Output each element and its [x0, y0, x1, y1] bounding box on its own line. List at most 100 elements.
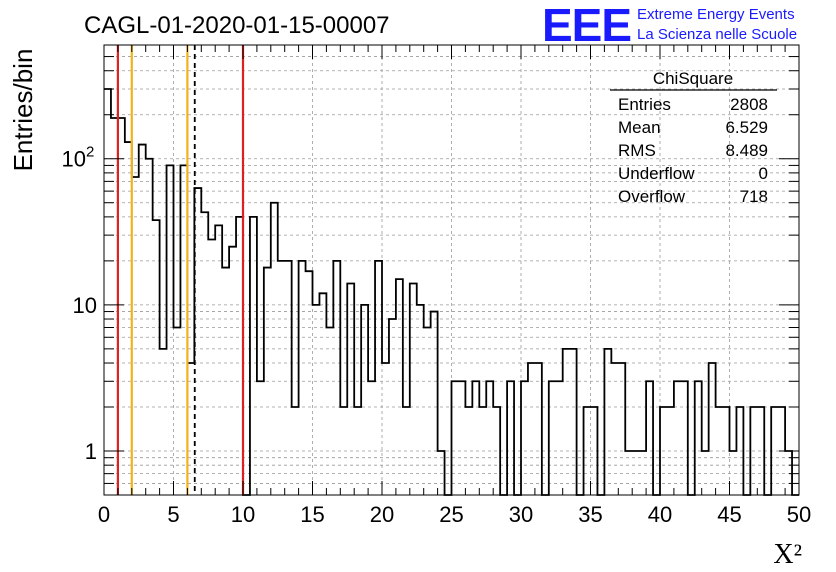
logo-text-line1: Extreme Energy Events — [637, 6, 795, 23]
histogram-bin — [452, 381, 459, 495]
histogram-bin — [368, 381, 375, 495]
histogram-bin — [736, 407, 743, 495]
histogram-bin — [167, 165, 174, 495]
histogram-bin — [528, 363, 535, 495]
stats-row-value: 8.489 — [725, 141, 768, 160]
histogram-bin — [611, 363, 618, 495]
histogram-bin — [465, 407, 472, 495]
x-tick-label: 5 — [167, 502, 179, 527]
histogram-bin — [410, 284, 417, 495]
histogram-bin — [507, 381, 514, 495]
histogram-series — [104, 88, 799, 496]
histogram-bin — [160, 349, 167, 495]
x-tick-label: 25 — [439, 502, 463, 527]
histogram-bin — [146, 159, 153, 495]
histogram-bin — [674, 381, 681, 495]
histogram-bin — [354, 407, 361, 495]
plot-title: CAGL-01-2020-01-15-00007 — [84, 12, 390, 39]
stats-row-label: Underflow — [618, 164, 695, 183]
x-tick-label: 40 — [648, 502, 672, 527]
y-tick-label-exponent: 2 — [86, 144, 94, 161]
histogram-bin — [702, 451, 709, 495]
histogram-bin — [361, 305, 368, 495]
histogram-bin — [417, 305, 424, 495]
histogram-bin — [222, 268, 229, 495]
histogram-bin — [730, 451, 737, 495]
histogram-bin — [306, 271, 313, 495]
histogram-bin — [458, 381, 465, 495]
histogram-bin — [563, 349, 570, 495]
reference-lines — [116, 45, 245, 495]
histogram-bin — [257, 381, 264, 495]
stats-row-label: Entries — [618, 95, 671, 114]
histogram-bin — [313, 305, 320, 495]
x-tick-label: 20 — [370, 502, 394, 527]
histogram-bin — [535, 363, 542, 495]
stats-box-title: ChiSquare — [653, 69, 733, 88]
histogram-bin — [396, 279, 403, 495]
x-tick-label: 45 — [717, 502, 741, 527]
y-tick-label: 10 — [62, 147, 86, 172]
histogram-bin — [632, 451, 639, 495]
histogram-bin — [584, 407, 591, 495]
histogram-bin — [750, 407, 757, 495]
histogram-bin — [382, 363, 389, 495]
histogram-bin — [375, 261, 382, 495]
histogram-bin — [340, 407, 347, 495]
histogram-bin — [139, 145, 146, 495]
histogram-bin — [521, 381, 528, 495]
histogram-bin — [681, 381, 688, 495]
histogram-bin — [646, 381, 653, 495]
x-axis-title: X² — [773, 539, 802, 570]
x-tick-label: 15 — [300, 502, 324, 527]
stats-row-label: RMS — [618, 141, 656, 160]
histogram-bin — [723, 407, 730, 495]
stats-row-value: 6.529 — [725, 118, 768, 137]
stats-row-value: 2808 — [730, 95, 768, 114]
histogram-bin — [201, 212, 208, 495]
x-tick-label: 0 — [98, 502, 110, 527]
histogram-bin — [716, 407, 723, 495]
y-axis-title: Entries/bin — [8, 49, 38, 172]
y-tick-label: 1 — [85, 439, 97, 464]
eee-logo: EEE Extreme Energy Events La Scienza nel… — [542, 0, 797, 51]
eee-logo-mark: EEE — [542, 0, 631, 51]
x-tick-label: 10 — [231, 502, 255, 527]
histogram-bin — [493, 407, 500, 495]
histogram-bin — [695, 381, 702, 495]
histogram-bin — [604, 349, 611, 495]
histogram-bin — [285, 261, 292, 495]
logo-text-line2: La Scienza nelle Scuole — [637, 26, 797, 43]
stats-row-value: 718 — [740, 187, 768, 206]
histogram-bin — [556, 381, 563, 495]
stats-row-label: Overflow — [618, 187, 686, 206]
histogram-bin — [333, 261, 340, 495]
histogram-bin — [431, 312, 438, 495]
histogram-bin — [215, 225, 222, 495]
histogram-bin — [389, 319, 396, 495]
histogram-bin — [264, 268, 271, 495]
histogram-outline — [104, 88, 799, 496]
stats-row-value: 0 — [759, 164, 768, 183]
histogram-bin — [549, 381, 556, 495]
stats-box: ChiSquare Entries 2808 Mean 6.529 RMS 8.489 Un… — [610, 69, 777, 206]
x-tick-label: 50 — [787, 502, 811, 527]
histogram-bin — [639, 451, 646, 495]
histogram-bin — [403, 407, 410, 495]
histogram-bin — [709, 363, 716, 495]
x-tick-label: 35 — [578, 502, 602, 527]
histogram-bin — [299, 261, 306, 495]
histogram-bin — [292, 407, 299, 495]
histogram-bin — [479, 407, 486, 495]
histogram-bin — [625, 451, 632, 495]
histogram-bin — [472, 381, 479, 495]
histogram-bin — [486, 381, 493, 495]
histogram-bin — [271, 203, 278, 495]
histogram-bin — [104, 89, 111, 495]
histogram-bin — [319, 293, 326, 495]
x-tick-label: 30 — [509, 502, 533, 527]
histogram-bin — [174, 328, 181, 495]
